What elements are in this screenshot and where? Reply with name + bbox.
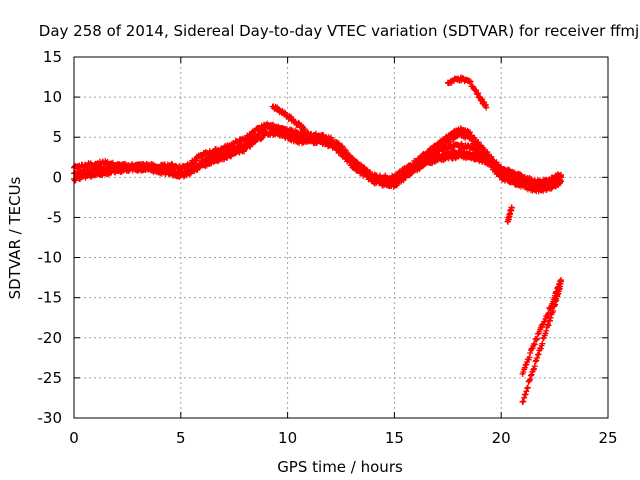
data-point-interp bbox=[531, 365, 538, 372]
series-track-h bbox=[504, 204, 515, 225]
y-tick-label: -25 bbox=[38, 369, 63, 387]
series-track-j bbox=[519, 278, 565, 405]
y-tick-label: -20 bbox=[38, 329, 63, 347]
data-point-interp bbox=[526, 354, 533, 361]
series-track-c bbox=[71, 128, 565, 195]
data-point-interp bbox=[527, 376, 534, 383]
plot-frame bbox=[73, 56, 609, 419]
data-point bbox=[558, 178, 565, 185]
data-point-interp bbox=[541, 318, 548, 325]
data-point bbox=[558, 278, 565, 285]
tick-layer: 0 5 10 15 20 25 15 10 5 0 -5 -10 -15 -20 -25 -30 bbox=[38, 48, 618, 447]
data-point-interp bbox=[544, 321, 551, 328]
data-point bbox=[519, 174, 526, 181]
y-tick-label: 10 bbox=[43, 88, 62, 106]
data-point-interp bbox=[475, 139, 482, 146]
data-point-interp bbox=[269, 122, 276, 129]
data-point-interp bbox=[545, 322, 552, 329]
data-point-interp bbox=[524, 384, 531, 391]
data-point-interp bbox=[520, 398, 527, 405]
data-point-interp bbox=[427, 154, 434, 161]
data-point-interp bbox=[534, 355, 541, 362]
y-tick-label: -30 bbox=[38, 409, 63, 427]
data-point-interp bbox=[168, 160, 175, 167]
chart-title: Day 258 of 2014, Sidereal Day-to-day VTE… bbox=[39, 22, 639, 40]
data-point-interp bbox=[531, 363, 538, 370]
data-point-interp bbox=[534, 335, 541, 342]
y-tick-label: -10 bbox=[38, 249, 63, 267]
series-track-f bbox=[269, 103, 308, 133]
data-point-interp bbox=[475, 90, 482, 97]
y-tick-label: 5 bbox=[52, 128, 62, 146]
data-point-interp bbox=[537, 345, 544, 352]
x-tick-label: 25 bbox=[598, 429, 617, 447]
data-point bbox=[498, 166, 505, 173]
data-point-interp bbox=[550, 307, 557, 314]
data-point-interp bbox=[492, 166, 499, 173]
data-point bbox=[483, 104, 490, 111]
grid-layer bbox=[74, 57, 608, 418]
series-track-g bbox=[444, 74, 490, 111]
data-point-interp bbox=[539, 340, 546, 347]
data-point bbox=[558, 171, 565, 178]
x-tick-label: 0 bbox=[69, 429, 79, 447]
data-point-interp bbox=[343, 148, 350, 155]
data-point-interp bbox=[346, 158, 353, 165]
data-point-interp bbox=[418, 155, 425, 162]
data-point-interp bbox=[360, 164, 367, 171]
data-point-interp bbox=[495, 169, 502, 176]
y-tick-label: 0 bbox=[52, 168, 62, 186]
data-point-interp bbox=[543, 327, 550, 334]
data-point-interp bbox=[480, 149, 487, 156]
data-point-interp bbox=[527, 372, 534, 379]
x-axis-label: GPS time / hours bbox=[277, 458, 403, 476]
y-tick-label: 15 bbox=[43, 48, 62, 66]
y-axis-label: SDTVAR / TECUs bbox=[6, 176, 24, 299]
x-tick-label: 15 bbox=[385, 429, 404, 447]
x-tick-label: 20 bbox=[492, 429, 511, 447]
data-point-interp bbox=[235, 140, 242, 147]
data-point bbox=[508, 204, 515, 211]
data-point-interp bbox=[384, 179, 391, 186]
data-point-interp bbox=[528, 371, 535, 378]
data-point-interp bbox=[418, 154, 425, 161]
data-layer bbox=[71, 74, 565, 405]
data-point-interp bbox=[339, 143, 346, 150]
series-track-e bbox=[423, 140, 505, 173]
data-point-interp bbox=[466, 129, 473, 136]
data-point-interp bbox=[524, 385, 531, 392]
data-point-interp bbox=[523, 388, 530, 395]
data-point-interp bbox=[196, 155, 203, 162]
data-point-interp bbox=[521, 394, 528, 401]
data-point-interp bbox=[531, 341, 538, 348]
data-point-interp bbox=[527, 349, 534, 356]
data-point-interp bbox=[522, 362, 529, 369]
x-tick-label: 5 bbox=[176, 429, 186, 447]
data-point-interp bbox=[247, 143, 254, 150]
data-point bbox=[301, 126, 308, 133]
data-point-interp bbox=[532, 358, 539, 365]
data-point-interp bbox=[335, 140, 342, 147]
data-point-interp bbox=[194, 166, 201, 173]
y-tick-label: -5 bbox=[47, 208, 62, 226]
data-point-interp bbox=[382, 172, 389, 179]
data-point-interp bbox=[547, 317, 554, 324]
data-point-interp bbox=[328, 134, 335, 141]
data-point-interp bbox=[522, 391, 529, 398]
data-point-interp bbox=[535, 351, 542, 358]
data-point-interp bbox=[467, 78, 474, 85]
y-tick-label: -15 bbox=[38, 289, 63, 307]
data-point-interp bbox=[533, 336, 540, 343]
data-point-interp bbox=[547, 315, 554, 322]
data-point-interp bbox=[471, 134, 478, 141]
x-tick-label: 10 bbox=[278, 429, 297, 447]
data-point bbox=[530, 366, 537, 373]
